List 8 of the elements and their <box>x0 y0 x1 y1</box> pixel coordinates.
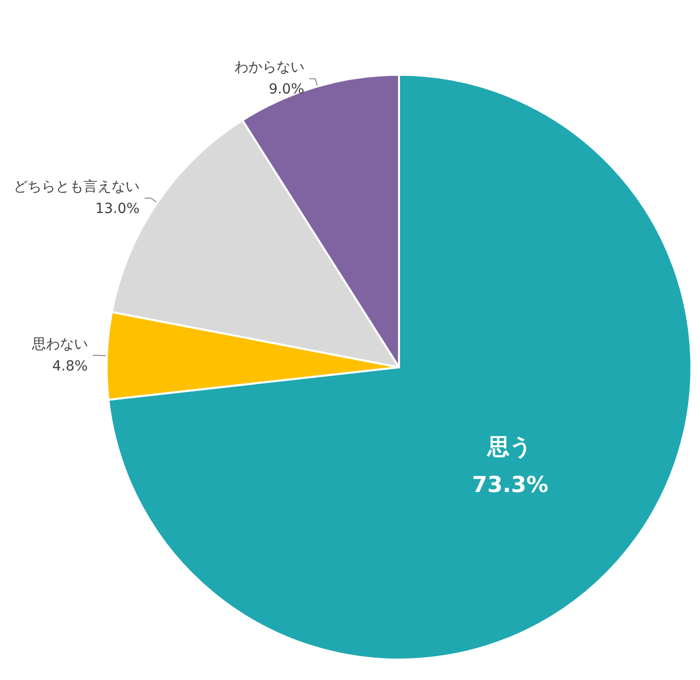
slice-label: わからない <box>234 60 304 76</box>
data-label: 9.0% <box>268 82 304 98</box>
slice-label: どちらとも言えない <box>14 179 140 196</box>
slice-label: 思う <box>486 435 533 460</box>
slice-label: 思わない <box>30 336 88 352</box>
data-label: 73.3% <box>472 473 548 498</box>
data-label: 13.0% <box>95 201 140 218</box>
data-label: 4.8% <box>52 358 88 374</box>
